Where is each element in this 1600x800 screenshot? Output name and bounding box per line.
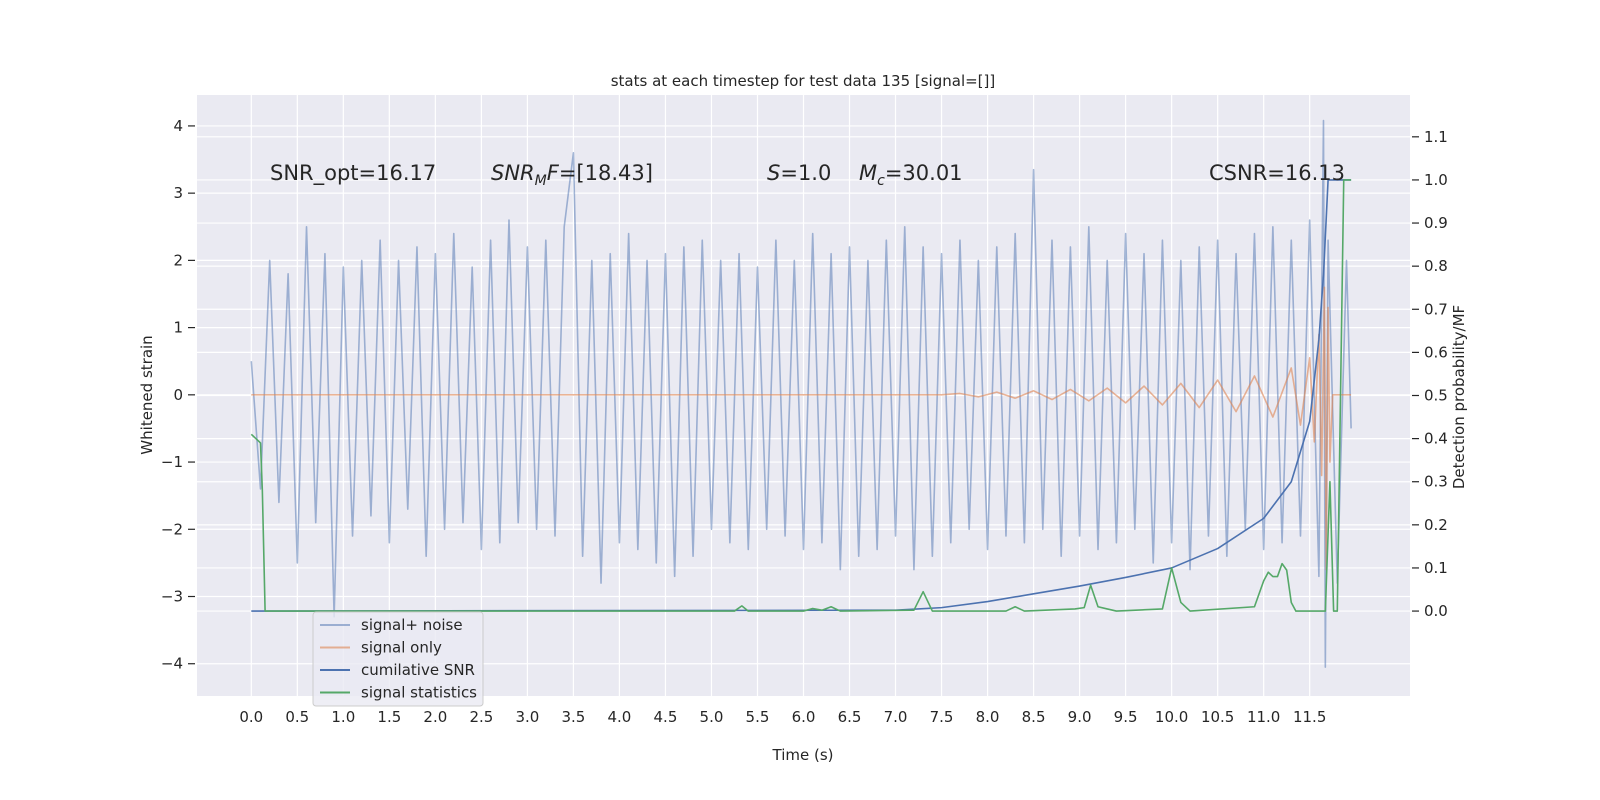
y2-tick-label: 0.1 <box>1424 559 1448 577</box>
y2-tick-label: 0.6 <box>1424 343 1448 361</box>
annotation: SNR_opt=16.17 <box>270 161 436 186</box>
legend-label: signal statistics <box>361 684 477 702</box>
annotation-part: F <box>547 161 560 185</box>
y2-axis-label: Detection probability/MF <box>1450 305 1468 489</box>
x-tick-label: 2.5 <box>469 708 493 726</box>
marks <box>250 119 1352 668</box>
y-tick-label: 2 <box>173 251 183 269</box>
x-tick-label: 4.0 <box>608 708 632 726</box>
legend-label: cumilative SNR <box>361 661 475 679</box>
x-tick-label: 8.0 <box>976 708 1000 726</box>
x-tick-label: 5.0 <box>700 708 724 726</box>
series-line <box>250 119 1352 668</box>
x-tick-label: 10.5 <box>1201 708 1234 726</box>
annotation-part: =1.0 <box>780 161 831 185</box>
y2-tick-label: 1.1 <box>1424 128 1448 146</box>
y2-tick-label: 0.7 <box>1424 300 1448 318</box>
y2-tick-label: 0.8 <box>1424 257 1448 275</box>
x-tick-label: 6.0 <box>792 708 816 726</box>
chart-title: stats at each timestep for test data 135… <box>611 72 996 90</box>
annotation: SNRMF=[18.43] <box>491 161 653 189</box>
annotation-part: SNR_opt=16.17 <box>270 161 436 186</box>
annotation-part: S <box>767 161 780 185</box>
x-tick-label: 6.5 <box>838 708 862 726</box>
series-line <box>251 179 1352 612</box>
y2-tick-label: 0.4 <box>1424 430 1448 448</box>
x-tick-label: 9.5 <box>1114 708 1138 726</box>
annotation-part: =[18.43] <box>559 161 653 185</box>
x-tick-label: 4.5 <box>654 708 678 726</box>
x-axis-label: Time (s) <box>772 746 834 764</box>
annotation: Mc=30.01 <box>859 161 963 189</box>
x-tick-label: 10.0 <box>1155 708 1188 726</box>
y-tick-label: 3 <box>173 184 183 202</box>
x-tick-label: 0.0 <box>239 708 263 726</box>
annotation-part: CSNR=16.13 <box>1209 161 1345 185</box>
x-tick-label: 11.5 <box>1293 708 1326 726</box>
y2-tick-label: 0.2 <box>1424 516 1448 534</box>
y-tick-label: −4 <box>161 655 183 673</box>
annotation-part: =30.01 <box>885 161 963 185</box>
y2-tick-label: 0.9 <box>1424 214 1448 232</box>
annotation-part: c <box>877 173 885 189</box>
x-tick-label: 3.0 <box>515 708 539 726</box>
y2-tick-label: 0.0 <box>1424 602 1448 620</box>
x-tick-label: 7.0 <box>884 708 908 726</box>
series-line <box>251 286 1352 571</box>
y2-tick-label: 0.5 <box>1424 387 1448 405</box>
x-tick-label: 2.0 <box>423 708 447 726</box>
y-tick-label: 4 <box>173 117 183 135</box>
x-tick-label: 1.5 <box>377 708 401 726</box>
annotation: S=1.0 <box>767 161 831 185</box>
x-tick-label: 8.5 <box>1022 708 1046 726</box>
y-tick-label: −1 <box>161 453 183 471</box>
annotation-part: M <box>859 161 877 185</box>
x-tick-label: 11.0 <box>1247 708 1280 726</box>
annotation-part: M <box>535 173 547 189</box>
legend-label: signal only <box>361 639 442 657</box>
x-tick-label: 9.0 <box>1068 708 1092 726</box>
legend: signal+ noise signal only cumilative SNR si… <box>312 611 484 707</box>
x-tick-label: 0.5 <box>285 708 309 726</box>
annotation: CSNR=16.13 <box>1209 161 1345 185</box>
y-axis-label: Whitened strain <box>138 335 156 454</box>
y-tick-label: 0 <box>173 386 183 404</box>
x-tick-label: 7.5 <box>930 708 954 726</box>
y-tick-label: −3 <box>161 588 183 606</box>
y2-tick-label: 1.0 <box>1424 171 1448 189</box>
annotation-part: SNR <box>491 161 535 185</box>
legend-box <box>312 611 484 707</box>
x-tick-label: 1.0 <box>331 708 355 726</box>
series-line <box>250 179 1352 612</box>
y-tick-label: 1 <box>173 319 183 337</box>
x-tick-label: 5.5 <box>746 708 770 726</box>
y-tick-label: −2 <box>161 520 183 538</box>
legend-label: signal+ noise <box>361 616 463 634</box>
y2-tick-label: 0.3 <box>1424 473 1448 491</box>
x-tick-label: 3.5 <box>561 708 585 726</box>
